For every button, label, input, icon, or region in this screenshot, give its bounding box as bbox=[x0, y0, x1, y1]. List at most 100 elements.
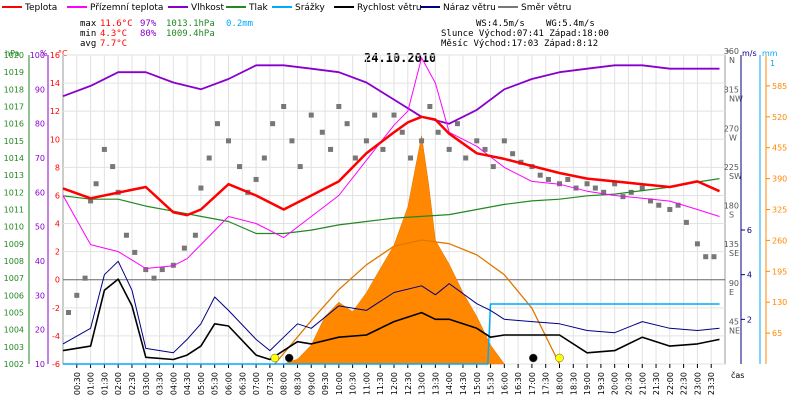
wind-tick-label: 4 bbox=[747, 271, 752, 280]
direction-cardinal-label: NW bbox=[729, 95, 743, 104]
pressure-tick-label: 1006 bbox=[4, 291, 24, 300]
wind-direction-point bbox=[711, 254, 717, 260]
legend-item-humidity: Vlhkost bbox=[168, 3, 224, 13]
time-tick-label: 19:30 bbox=[597, 372, 606, 395]
pressure-tick-label: 1015 bbox=[4, 137, 24, 146]
time-tick-label: 10:00 bbox=[335, 372, 344, 395]
wind-direction-point bbox=[446, 146, 452, 152]
wind-direction-point bbox=[703, 254, 709, 260]
wind-direction-point bbox=[93, 181, 99, 187]
wind-direction-point bbox=[270, 121, 276, 127]
time-tick-label: 18:00 bbox=[556, 372, 565, 395]
pressure-tick-label: 1007 bbox=[4, 274, 24, 283]
pressure-tick-label: 1003 bbox=[4, 343, 24, 352]
wind-direction-point bbox=[639, 185, 645, 191]
rain-tick-label: 1 bbox=[770, 59, 775, 68]
wind-direction-point bbox=[510, 151, 516, 157]
legend: Teplota Přízemní teplota Vlhkost Tlak Sr… bbox=[2, 3, 571, 13]
legend-item-wind-gust: Náraz větru bbox=[420, 3, 496, 13]
stats-wind-gust: WG:5.4m/s bbox=[546, 19, 595, 29]
wind-direction-point bbox=[123, 232, 129, 238]
legend-item-rain: Srážky bbox=[272, 3, 326, 13]
time-tick-label: 04:30 bbox=[183, 372, 192, 395]
wind-direction-point bbox=[482, 146, 488, 152]
time-tick-label: 10:30 bbox=[349, 372, 358, 395]
temp-tick-label: 10 bbox=[50, 135, 60, 144]
time-tick-label: 06:30 bbox=[238, 372, 247, 395]
time-tick-label: 07:30 bbox=[266, 372, 275, 395]
stats-avg-temp: 7.7°C bbox=[100, 39, 127, 49]
legend-label-wind-direction: Směr větru bbox=[521, 3, 571, 13]
wind-speed-line bbox=[62, 278, 720, 361]
pressure-tick-label: 1002 bbox=[4, 360, 24, 369]
time-tick-label: 01:00 bbox=[87, 372, 96, 395]
humidity-tick-label: 10 bbox=[35, 360, 45, 369]
pressure-tick-label: 1012 bbox=[4, 188, 24, 197]
pressure-tick-label: 1011 bbox=[4, 206, 24, 215]
temp-tick-label: 12 bbox=[50, 107, 60, 116]
wind-tick-label: 2 bbox=[747, 315, 752, 324]
wind-direction-point bbox=[101, 146, 107, 152]
wind-direction-point bbox=[380, 146, 386, 152]
time-tick-label: 13:00 bbox=[418, 372, 427, 395]
sun-height-line bbox=[274, 239, 561, 365]
temp-tick-label: 8 bbox=[55, 163, 60, 172]
humidity-tick-label: 90 bbox=[35, 85, 45, 94]
humidity-line bbox=[62, 64, 720, 125]
direction-cardinal-label: S bbox=[729, 211, 734, 220]
wind-direction-point bbox=[192, 232, 198, 238]
axis-unit-humidity: % bbox=[40, 49, 48, 58]
time-tick-label: 04:00 bbox=[169, 372, 178, 395]
wind-direction-point bbox=[226, 138, 231, 144]
temp-tick-label: 4 bbox=[55, 220, 60, 229]
time-tick-label: 21:30 bbox=[652, 372, 661, 395]
radiation-tick-label: 195 bbox=[772, 267, 787, 276]
wind-direction-point bbox=[151, 275, 157, 281]
wind-direction-point bbox=[132, 249, 138, 255]
time-tick-label: 20:30 bbox=[624, 372, 633, 395]
wind-direction-point bbox=[501, 138, 507, 144]
radiation-tick-label: 260 bbox=[772, 236, 787, 245]
wind-direction-point bbox=[454, 121, 460, 127]
legend-label-rain: Srážky bbox=[295, 3, 326, 13]
data-series bbox=[62, 57, 721, 361]
wind-direction-point bbox=[612, 181, 618, 187]
time-tick-label: 13:30 bbox=[431, 372, 440, 395]
wind-direction-point bbox=[545, 176, 551, 182]
stats-max-press: 1013.1hPa bbox=[166, 19, 215, 29]
stats-sun-times: Slunce Východ:07:41 Západ:18:00 bbox=[441, 29, 609, 39]
axis-unit-labels: hPa % °C ° m/s mm čas bbox=[5, 49, 778, 380]
pressure-tick-label: 1009 bbox=[4, 240, 24, 249]
humidity-tick-label: 80 bbox=[35, 120, 45, 129]
stats-max-label: max bbox=[80, 19, 97, 29]
wind-direction-point bbox=[74, 292, 80, 298]
humidity-tick-label: 50 bbox=[35, 223, 45, 232]
rain-series bbox=[63, 303, 720, 365]
pressure-tick-label: 1008 bbox=[4, 257, 24, 266]
wind-direction-point bbox=[261, 155, 267, 161]
wind-direction-point bbox=[675, 202, 681, 208]
direction-cardinal-label: W bbox=[729, 133, 737, 142]
time-tick-label: 22:00 bbox=[666, 372, 675, 395]
wind-direction-point bbox=[88, 198, 94, 204]
stats-min-label: min bbox=[80, 29, 96, 39]
time-tick-label: 23:00 bbox=[693, 372, 702, 395]
direction-tick-label: 225 bbox=[724, 163, 739, 172]
wind-direction-point bbox=[648, 198, 654, 204]
wind-direction-point bbox=[694, 241, 700, 247]
legend-item-wind-direction: Směr větru bbox=[498, 3, 571, 13]
radiation-tick-label: 585 bbox=[772, 82, 787, 91]
time-tick-label: 12:00 bbox=[390, 372, 399, 395]
legend-label-wind-speed: Rychlost větru bbox=[357, 3, 422, 13]
wind-direction-point bbox=[584, 181, 590, 187]
temperature-line bbox=[62, 115, 721, 217]
time-tick-label: 23:30 bbox=[707, 372, 716, 395]
temp-tick-label: -6 bbox=[52, 360, 60, 369]
wind-direction-point bbox=[592, 185, 598, 191]
legend-label-temperature: Teplota bbox=[24, 3, 57, 13]
axis-unit-temp: °C bbox=[58, 49, 68, 58]
moonrise-marker bbox=[529, 353, 538, 363]
time-tick-label: 06:00 bbox=[225, 372, 234, 395]
wind-direction-point bbox=[601, 189, 607, 195]
